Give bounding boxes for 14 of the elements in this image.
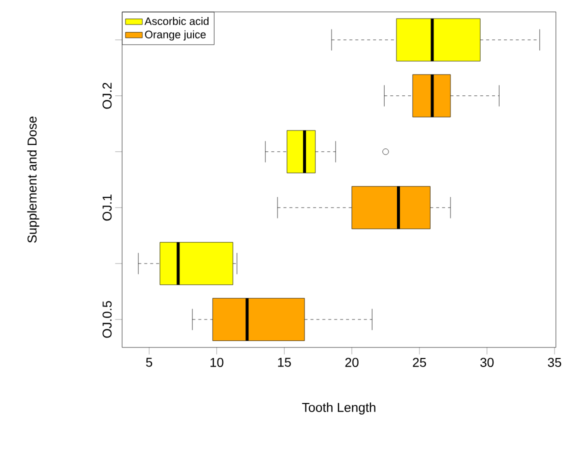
y-tick-label: OJ.0.5 [102,301,112,338]
y-tick-label: OJ.2 [102,83,112,109]
x-tick-label: 10 [210,358,224,368]
legend-label: Orange juice [145,30,206,41]
x-axis-title: Tooth Length [302,402,376,415]
x-tick-label: 30 [480,358,494,368]
y-tick-label: OJ.1 [102,194,112,221]
x-tick-label: 25 [412,358,426,368]
legend-label: Ascorbic acid [144,17,209,26]
x-tick-label: 35 [548,358,562,368]
x-tick-label: 15 [278,358,291,368]
x-tick-label: 5 [146,358,152,368]
y-axis-title: Supplement and Dose [27,116,40,243]
x-tick-label: 20 [345,358,358,368]
